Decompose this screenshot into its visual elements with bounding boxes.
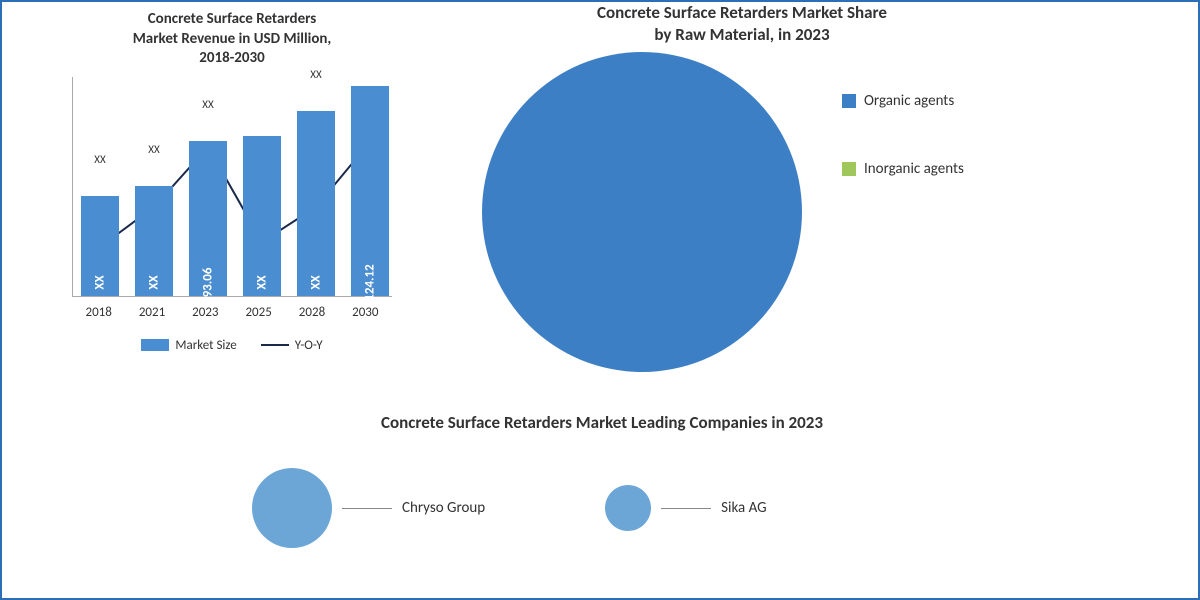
pie-wrap: Organic agents Inorganic agents [482,52,1182,372]
legend-item-market-size: Market Size [141,338,236,353]
pie-swatch-organic [842,94,856,108]
yoy-line [73,77,393,297]
company-item: Chryso Group [252,468,485,548]
bar-value: 93.06 [201,267,216,297]
bar: 124.12 [351,86,389,296]
bar-value: 124.12 [363,264,378,300]
company-bubbles: Chryso Group Sika AG [102,468,1102,548]
x-tick: 2021 [125,297,178,320]
pie-title-line-1: Concrete Surface Retarders Market Share [597,2,887,23]
leader-line [661,508,711,509]
bar-title-line-2: Market Revenue in USD Million, [133,30,332,48]
pie-chart-title: Concrete Surface Retarders Market Share … [482,2,1002,46]
pie-title-line-2: by Raw Material, in 2023 [654,24,829,45]
bar: XX [297,111,335,296]
pie-circle [482,52,802,372]
bar-top-label: XX [297,68,335,81]
pie-legend-item-inorganic: Inorganic agents [842,160,964,178]
bar-value: XX [93,275,108,289]
bar-x-axis: 201820212023202520282030 [72,297,392,320]
pie-legend-label-organic: Organic agents [864,92,954,110]
bar-legend: Market Size Y-O-Y [62,338,402,353]
bar: 93.06 [189,141,227,296]
leader-line [342,508,392,509]
legend-label-bar: Market Size [175,338,236,353]
x-tick: 2018 [72,297,125,320]
companies-title: Concrete Surface Retarders Market Leadin… [102,412,1102,433]
bar-title-line-3: 2018-2030 [199,49,264,67]
bar-top-label: XX [189,98,227,111]
pie-chart: Concrete Surface Retarders Market Share … [482,2,1182,372]
bar-plot-area: XXXXXXXX93.06XXXXXXXX124.12 [72,77,392,297]
bar: XX [81,196,119,296]
bar-top-label: XX [135,143,173,156]
x-tick: 2023 [179,297,232,320]
legend-label-line: Y-O-Y [295,338,323,353]
company-item: Sika AG [605,485,767,531]
legend-item-yoy: Y-O-Y [261,338,323,353]
bar-value: XX [147,275,162,289]
pie-legend-item-organic: Organic agents [842,92,964,110]
company-label: Sika AG [721,499,767,517]
company-label: Chryso Group [402,499,485,517]
bar-title-line-1: Concrete Surface Retarders [148,10,317,28]
bar: XX [243,136,281,296]
bar-chart: Concrete Surface Retarders Market Revenu… [62,10,402,350]
x-tick: 2028 [285,297,338,320]
pie-legend-label-inorganic: Inorganic agents [864,160,964,178]
x-tick: 2025 [232,297,285,320]
pie-legend: Organic agents Inorganic agents [842,92,964,228]
companies-section: Concrete Surface Retarders Market Leadin… [102,412,1102,548]
legend-swatch-line [261,344,289,346]
company-bubble [252,468,332,548]
legend-swatch-bar [141,339,169,351]
company-bubble [605,485,651,531]
bar-top-label: XX [81,153,119,166]
bar-value: XX [309,275,324,289]
bar-value: XX [255,275,270,289]
bar: XX [135,186,173,296]
bar-chart-title: Concrete Surface Retarders Market Revenu… [62,10,402,69]
pie-swatch-inorganic [842,162,856,176]
